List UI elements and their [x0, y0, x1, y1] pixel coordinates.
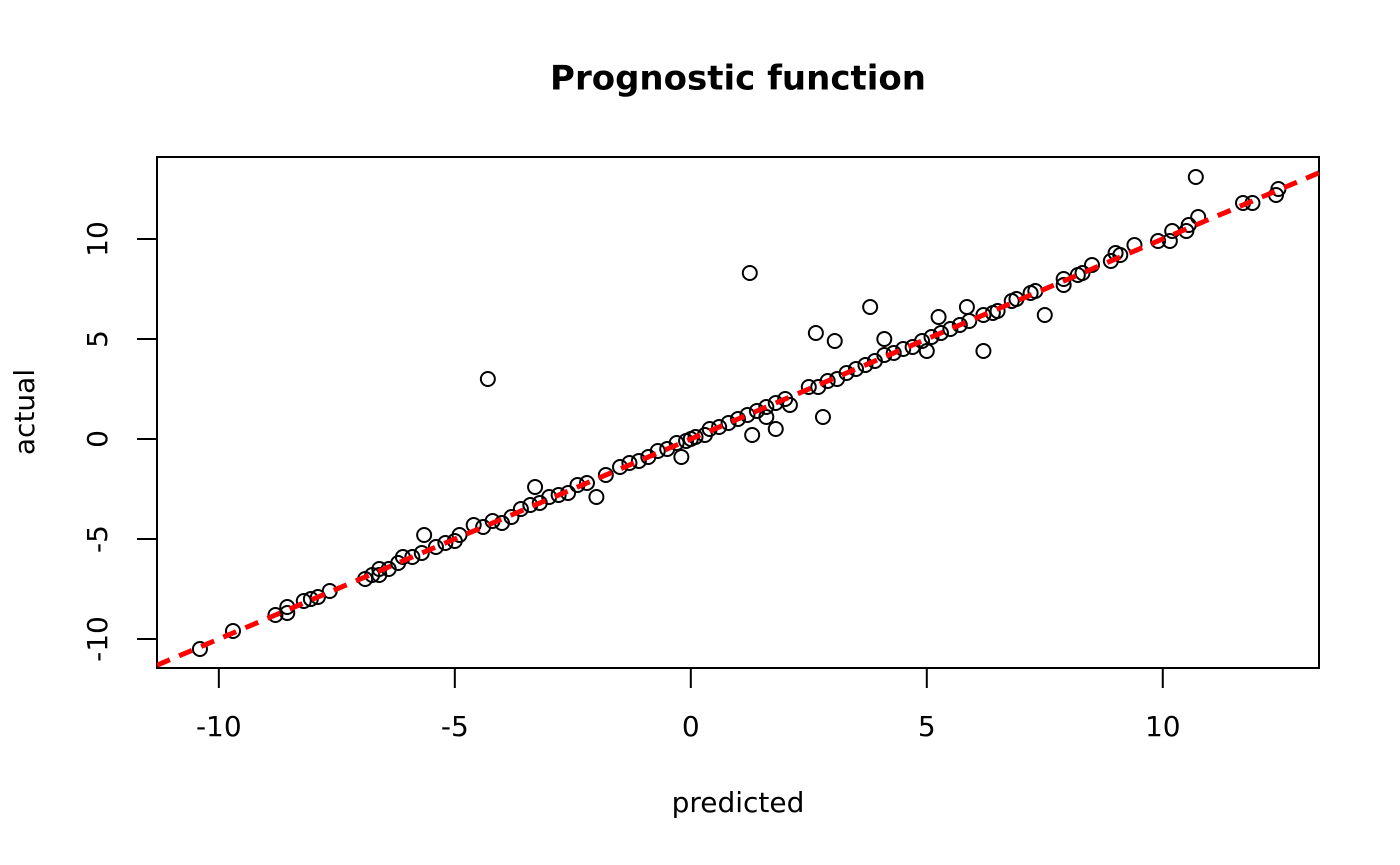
point [758, 409, 775, 425]
point [758, 399, 775, 415]
point [730, 411, 746, 427]
point [744, 427, 761, 443]
point [847, 361, 864, 377]
point [404, 549, 421, 565]
point [1074, 265, 1091, 281]
point [597, 467, 614, 483]
x-tick-label: 10 [1145, 710, 1181, 743]
y-tick-label: 5 [81, 330, 114, 348]
point [1083, 257, 1100, 273]
point [630, 453, 647, 469]
point [975, 307, 992, 323]
point [437, 535, 454, 551]
point [918, 343, 935, 359]
point [739, 407, 756, 423]
point [781, 397, 798, 413]
point [512, 501, 529, 517]
point [503, 509, 520, 525]
point [578, 475, 595, 491]
x-tick-label: -10 [196, 710, 242, 743]
point [942, 321, 959, 337]
point [649, 443, 666, 459]
y-tick-label: 10 [81, 221, 114, 257]
x-axis-label: predicted [672, 786, 805, 819]
point [958, 299, 975, 315]
point [224, 623, 241, 639]
point [479, 371, 496, 387]
point [673, 449, 690, 465]
point [826, 333, 843, 349]
point [741, 265, 758, 281]
point [527, 479, 544, 495]
point [885, 345, 902, 361]
point [682, 431, 699, 447]
y-axis-label: actual [8, 369, 41, 455]
point [1150, 233, 1167, 249]
x-tick-label: -5 [441, 710, 469, 743]
point [932, 325, 949, 341]
point [807, 325, 824, 341]
point [621, 455, 638, 471]
point [427, 539, 444, 555]
point [862, 299, 879, 315]
y-tick-label: -5 [81, 525, 114, 553]
point [451, 527, 468, 543]
y-tick-label: 0 [81, 430, 114, 448]
point [1187, 169, 1204, 185]
point [876, 331, 893, 347]
point [295, 593, 312, 609]
point [975, 343, 992, 359]
point [416, 527, 433, 543]
point [923, 329, 940, 345]
point [819, 373, 836, 389]
point [588, 489, 605, 505]
point [838, 365, 855, 381]
point [961, 313, 978, 329]
point [895, 341, 912, 357]
point [857, 357, 874, 373]
reference-line [157, 170, 1319, 668]
point [1036, 307, 1053, 323]
point [767, 421, 784, 437]
point [550, 487, 567, 503]
point [191, 641, 208, 657]
point [1055, 277, 1072, 293]
chart-title: Prognostic function [550, 59, 926, 99]
x-tick-label: 0 [682, 710, 700, 743]
point [711, 419, 728, 435]
x-tick-label: 5 [918, 710, 936, 743]
point [800, 379, 817, 395]
point [914, 333, 931, 349]
point [668, 435, 685, 451]
point [951, 317, 968, 333]
point [930, 309, 947, 325]
point [720, 415, 737, 431]
point [413, 545, 430, 561]
y-tick-label: -10 [81, 616, 114, 662]
point [267, 607, 284, 623]
point [814, 409, 831, 425]
point [1112, 247, 1129, 263]
